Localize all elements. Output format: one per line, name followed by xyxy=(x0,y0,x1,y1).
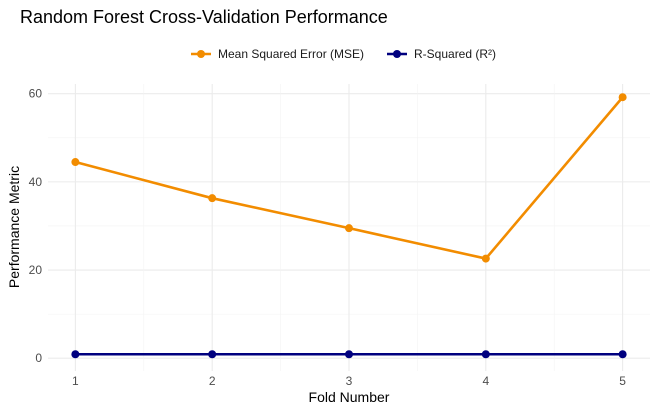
y-tick-label: 20 xyxy=(29,263,43,277)
x-tick-label: 5 xyxy=(619,374,626,388)
chart-title: Random Forest Cross-Validation Performan… xyxy=(20,7,388,27)
x-tick-label: 1 xyxy=(72,374,79,388)
data-point-mse xyxy=(71,158,80,167)
legend-label-r2: R-Squared (R²) xyxy=(414,47,496,61)
data-point-r2 xyxy=(71,350,80,359)
legend-key-r2-point xyxy=(393,50,401,58)
data-point-mse xyxy=(618,93,627,102)
legend-item-r2: R-Squared (R²) xyxy=(387,47,496,61)
y-axis-title: Performance Metric xyxy=(6,166,22,288)
data-point-mse xyxy=(481,254,490,263)
plot-series xyxy=(71,93,627,359)
y-axis-ticks: 0 20 40 60 xyxy=(29,87,43,366)
legend-item-mse: Mean Squared Error (MSE) xyxy=(191,47,364,61)
data-point-r2 xyxy=(345,350,353,359)
x-axis-title: Fold Number xyxy=(309,389,390,405)
x-axis-ticks: 1 2 3 4 5 xyxy=(72,374,626,388)
legend-label-mse: Mean Squared Error (MSE) xyxy=(218,47,364,61)
data-point-mse xyxy=(208,194,217,203)
y-tick-label: 60 xyxy=(29,87,43,101)
legend: Mean Squared Error (MSE) R-Squared (R²) xyxy=(191,47,496,61)
data-point-r2 xyxy=(481,350,490,359)
data-point-r2 xyxy=(208,350,217,359)
x-tick-label: 2 xyxy=(209,374,216,388)
y-tick-label: 40 xyxy=(29,175,43,189)
data-point-r2 xyxy=(618,350,627,359)
data-point-mse xyxy=(345,224,353,233)
x-tick-label: 3 xyxy=(346,374,353,388)
x-tick-label: 4 xyxy=(482,374,489,388)
legend-key-mse-point xyxy=(197,50,205,58)
y-tick-label: 0 xyxy=(35,351,42,365)
